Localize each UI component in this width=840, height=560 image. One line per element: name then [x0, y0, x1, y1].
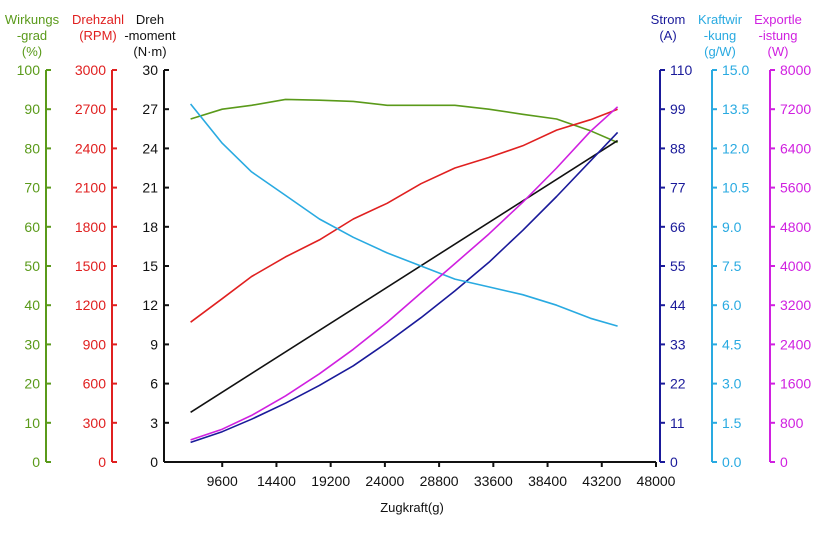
x-tick-label: 9600 — [207, 473, 238, 489]
current-axis-title: (A) — [659, 28, 676, 43]
x-tick-label: 48000 — [637, 473, 676, 489]
kw-axis-title: (g/W) — [704, 44, 736, 59]
power-axis-title: (W) — [768, 44, 789, 59]
eff-axis-title: (%) — [22, 44, 42, 59]
torque-tick-label: 3 — [150, 415, 158, 431]
torque-series-line — [190, 139, 619, 413]
torque-tick-label: 21 — [142, 180, 158, 196]
torque-tick-label: 12 — [142, 297, 158, 313]
rpm-tick-label: 3000 — [75, 62, 106, 78]
power-tick-label: 3200 — [780, 297, 811, 313]
kw-tick-label: 0.0 — [722, 454, 742, 470]
rpm-tick-label: 1200 — [75, 297, 106, 313]
x-tick-label: 14400 — [257, 473, 296, 489]
torque-axis-title: Dreh — [136, 12, 164, 27]
eff-tick-label: 90 — [24, 101, 40, 117]
rpm-tick-label: 2100 — [75, 180, 106, 196]
torque-tick-label: 15 — [142, 258, 158, 274]
current-tick-label: 110 — [670, 62, 693, 78]
x-tick-label: 28800 — [420, 473, 459, 489]
current-tick-label: 11 — [670, 415, 685, 431]
rpm-tick-label: 900 — [83, 336, 107, 352]
torque-tick-label: 24 — [142, 140, 158, 156]
current-tick-label: 88 — [670, 140, 686, 156]
current-tick-label: 77 — [670, 180, 686, 196]
power-tick-label: 2400 — [780, 336, 811, 352]
kw-tick-label: 15.0 — [722, 62, 749, 78]
x-tick-label: 19200 — [311, 473, 350, 489]
current-tick-label: 33 — [670, 336, 686, 352]
torque-axis-title: (N·m) — [133, 44, 166, 59]
power-tick-label: 6400 — [780, 140, 811, 156]
eff-tick-label: 70 — [24, 180, 40, 196]
power-axis-title: -istung — [758, 28, 797, 43]
power-tick-label: 7200 — [780, 101, 811, 117]
power-tick-label: 8000 — [780, 62, 811, 78]
rpm-tick-label: 1800 — [75, 219, 106, 235]
eff-tick-label: 10 — [24, 415, 40, 431]
torque-tick-label: 30 — [142, 62, 158, 78]
eff-tick-label: 40 — [24, 297, 40, 313]
x-axis-title: Zugkraft(g) — [380, 500, 444, 515]
torque-axis-title: -moment — [124, 28, 176, 43]
eff-axis-title: Wirkungs — [5, 12, 60, 27]
eff-axis-title: -grad — [17, 28, 47, 43]
x-tick-label: 33600 — [474, 473, 513, 489]
power-tick-label: 4800 — [780, 219, 811, 235]
kw-tick-label: 1.5 — [722, 415, 742, 431]
rpm-axis-title: (RPM) — [79, 28, 117, 43]
current-tick-label: 55 — [670, 258, 686, 274]
kw-tick-label: 6.0 — [722, 297, 742, 313]
kw-axis-title: -kung — [704, 28, 737, 43]
kw-tick-label: 12.0 — [722, 140, 749, 156]
current-tick-label: 22 — [670, 376, 686, 392]
current-tick-label: 99 — [670, 101, 686, 117]
eff-tick-label: 50 — [24, 258, 40, 274]
x-tick-label: 43200 — [582, 473, 621, 489]
eff-tick-label: 30 — [24, 336, 40, 352]
eff-tick-label: 0 — [32, 454, 40, 470]
torque-tick-label: 9 — [150, 336, 158, 352]
power-series-line — [190, 106, 619, 441]
kw-tick-label: 7.5 — [722, 258, 742, 274]
power-tick-label: 1600 — [780, 376, 811, 392]
eff-tick-label: 20 — [24, 376, 40, 392]
kw-tick-label: 9.0 — [722, 219, 742, 235]
kw-tick-label: 3.0 — [722, 376, 742, 392]
power-tick-label: 0 — [780, 454, 788, 470]
current-tick-label: 44 — [670, 297, 686, 313]
torque-tick-label: 0 — [150, 454, 158, 470]
rpm-series-line — [190, 108, 618, 323]
x-tick-label: 24000 — [365, 473, 404, 489]
power-tick-label: 5600 — [780, 180, 811, 196]
eff-tick-label: 100 — [17, 62, 41, 78]
rpm-tick-label: 1500 — [75, 258, 106, 274]
current-axis-title: Strom — [651, 12, 686, 27]
kw-tick-label: 10.5 — [722, 180, 749, 196]
eff-tick-label: 80 — [24, 140, 40, 156]
power-tick-label: 4000 — [780, 258, 811, 274]
kw-tick-label: 13.5 — [722, 101, 749, 117]
x-tick-label: 38400 — [528, 473, 567, 489]
kw-series-line — [189, 103, 618, 327]
rpm-tick-label: 2700 — [75, 101, 106, 117]
rpm-axis-title: Drehzahl — [72, 12, 124, 27]
rpm-tick-label: 600 — [83, 376, 107, 392]
current-tick-label: 0 — [670, 454, 678, 470]
eff-tick-label: 60 — [24, 219, 40, 235]
torque-tick-label: 6 — [150, 376, 158, 392]
current-tick-label: 66 — [670, 219, 686, 235]
rpm-tick-label: 2400 — [75, 140, 106, 156]
power-tick-label: 800 — [780, 415, 804, 431]
kw-tick-label: 4.5 — [722, 336, 742, 352]
power-axis-title: Exportle — [754, 12, 802, 27]
current-series-line — [190, 131, 619, 444]
eff-series-line — [190, 98, 618, 144]
kw-axis-title: Kraftwir — [698, 12, 743, 27]
rpm-tick-label: 0 — [98, 454, 106, 470]
torque-tick-label: 18 — [142, 219, 158, 235]
rpm-tick-label: 300 — [83, 415, 107, 431]
torque-tick-label: 27 — [142, 101, 158, 117]
